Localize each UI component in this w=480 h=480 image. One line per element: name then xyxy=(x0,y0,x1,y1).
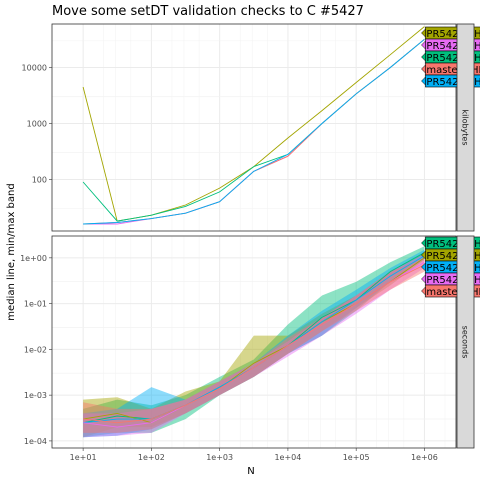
direct-label-text: PR5427 THREADS=2 xyxy=(426,239,480,250)
direct-label-text: PR5427 THREADS=8 xyxy=(426,41,480,52)
x-tick-label: 1e+04 xyxy=(274,453,301,462)
direct-label-pointer xyxy=(421,274,426,284)
panel-border xyxy=(51,23,457,232)
x-tick-label: 1e+05 xyxy=(343,453,370,462)
x-tick-label: 1e+03 xyxy=(206,453,233,462)
direct-label-pointer xyxy=(421,64,426,74)
facet-strip xyxy=(456,235,475,449)
y-tick-label: 1e+00 xyxy=(20,254,47,263)
y-tick-label: 1e-04 xyxy=(24,437,47,446)
y-tick-label: 1e-02 xyxy=(24,345,47,354)
x-tick-label: 1e+01 xyxy=(70,453,97,462)
direct-label-text: PR5427 THREADS=1 xyxy=(426,29,480,40)
x-axis-title: N xyxy=(247,466,254,477)
direct-label-text: PR5427 THREADS=1 xyxy=(426,251,480,262)
y-tick-label: 1000 xyxy=(27,120,47,129)
direct-label-pointer xyxy=(421,28,426,38)
direct-label-pointer xyxy=(421,52,426,62)
x-tick-label: 1e+06 xyxy=(411,453,438,462)
facet-strip xyxy=(456,23,475,232)
y-tick-label: 1e-01 xyxy=(24,300,47,309)
direct-label-text: PR5427 THREADS=8 xyxy=(426,275,480,286)
direct-label-pointer xyxy=(421,40,426,50)
direct-label-pointer xyxy=(421,238,426,248)
chart-title: Move some setDT validation checks to C #… xyxy=(52,4,364,19)
band-master-threads-1 xyxy=(83,257,425,433)
direct-label-text: PR5427 THREADS=2 xyxy=(426,53,480,64)
direct-label-pointer xyxy=(421,76,426,86)
x-tick-label: 1e+02 xyxy=(138,453,165,462)
direct-label-pointer xyxy=(421,286,426,296)
y-tick-label: 10000 xyxy=(22,64,47,73)
y-tick-label: 1e-03 xyxy=(24,391,47,400)
direct-label-text: master THREADS=1 xyxy=(426,287,480,298)
band-pr5427-threads-4 xyxy=(83,249,425,438)
band-pr5427-threads-2 xyxy=(83,246,425,438)
direct-label-text: PR5427 THREADS=4 xyxy=(426,77,480,88)
facet-panel: 1e-04 1e-03 1e-02 1e-01 1e+00 PR5427 THREADS=… xyxy=(20,235,480,449)
facet-strip-label: seconds xyxy=(461,326,470,359)
facet-strip-label: kilobytes xyxy=(461,109,470,145)
y-axis-title: median line, min/max band xyxy=(6,183,17,320)
direct-label-text: master THREADS=1 xyxy=(426,65,480,76)
line-master-threads-1 xyxy=(83,264,425,424)
band-pr5427-threads-1 xyxy=(83,252,425,438)
panel-background xyxy=(52,24,456,231)
line-pr5427-threads-4 xyxy=(83,38,425,225)
direct-label-text: PR5427 THREADS=4 xyxy=(426,263,480,274)
y-tick-label: 100 xyxy=(32,175,47,184)
direct-label-pointer xyxy=(421,262,426,272)
panel-border xyxy=(51,235,457,449)
direct-label-pointer xyxy=(421,250,426,260)
